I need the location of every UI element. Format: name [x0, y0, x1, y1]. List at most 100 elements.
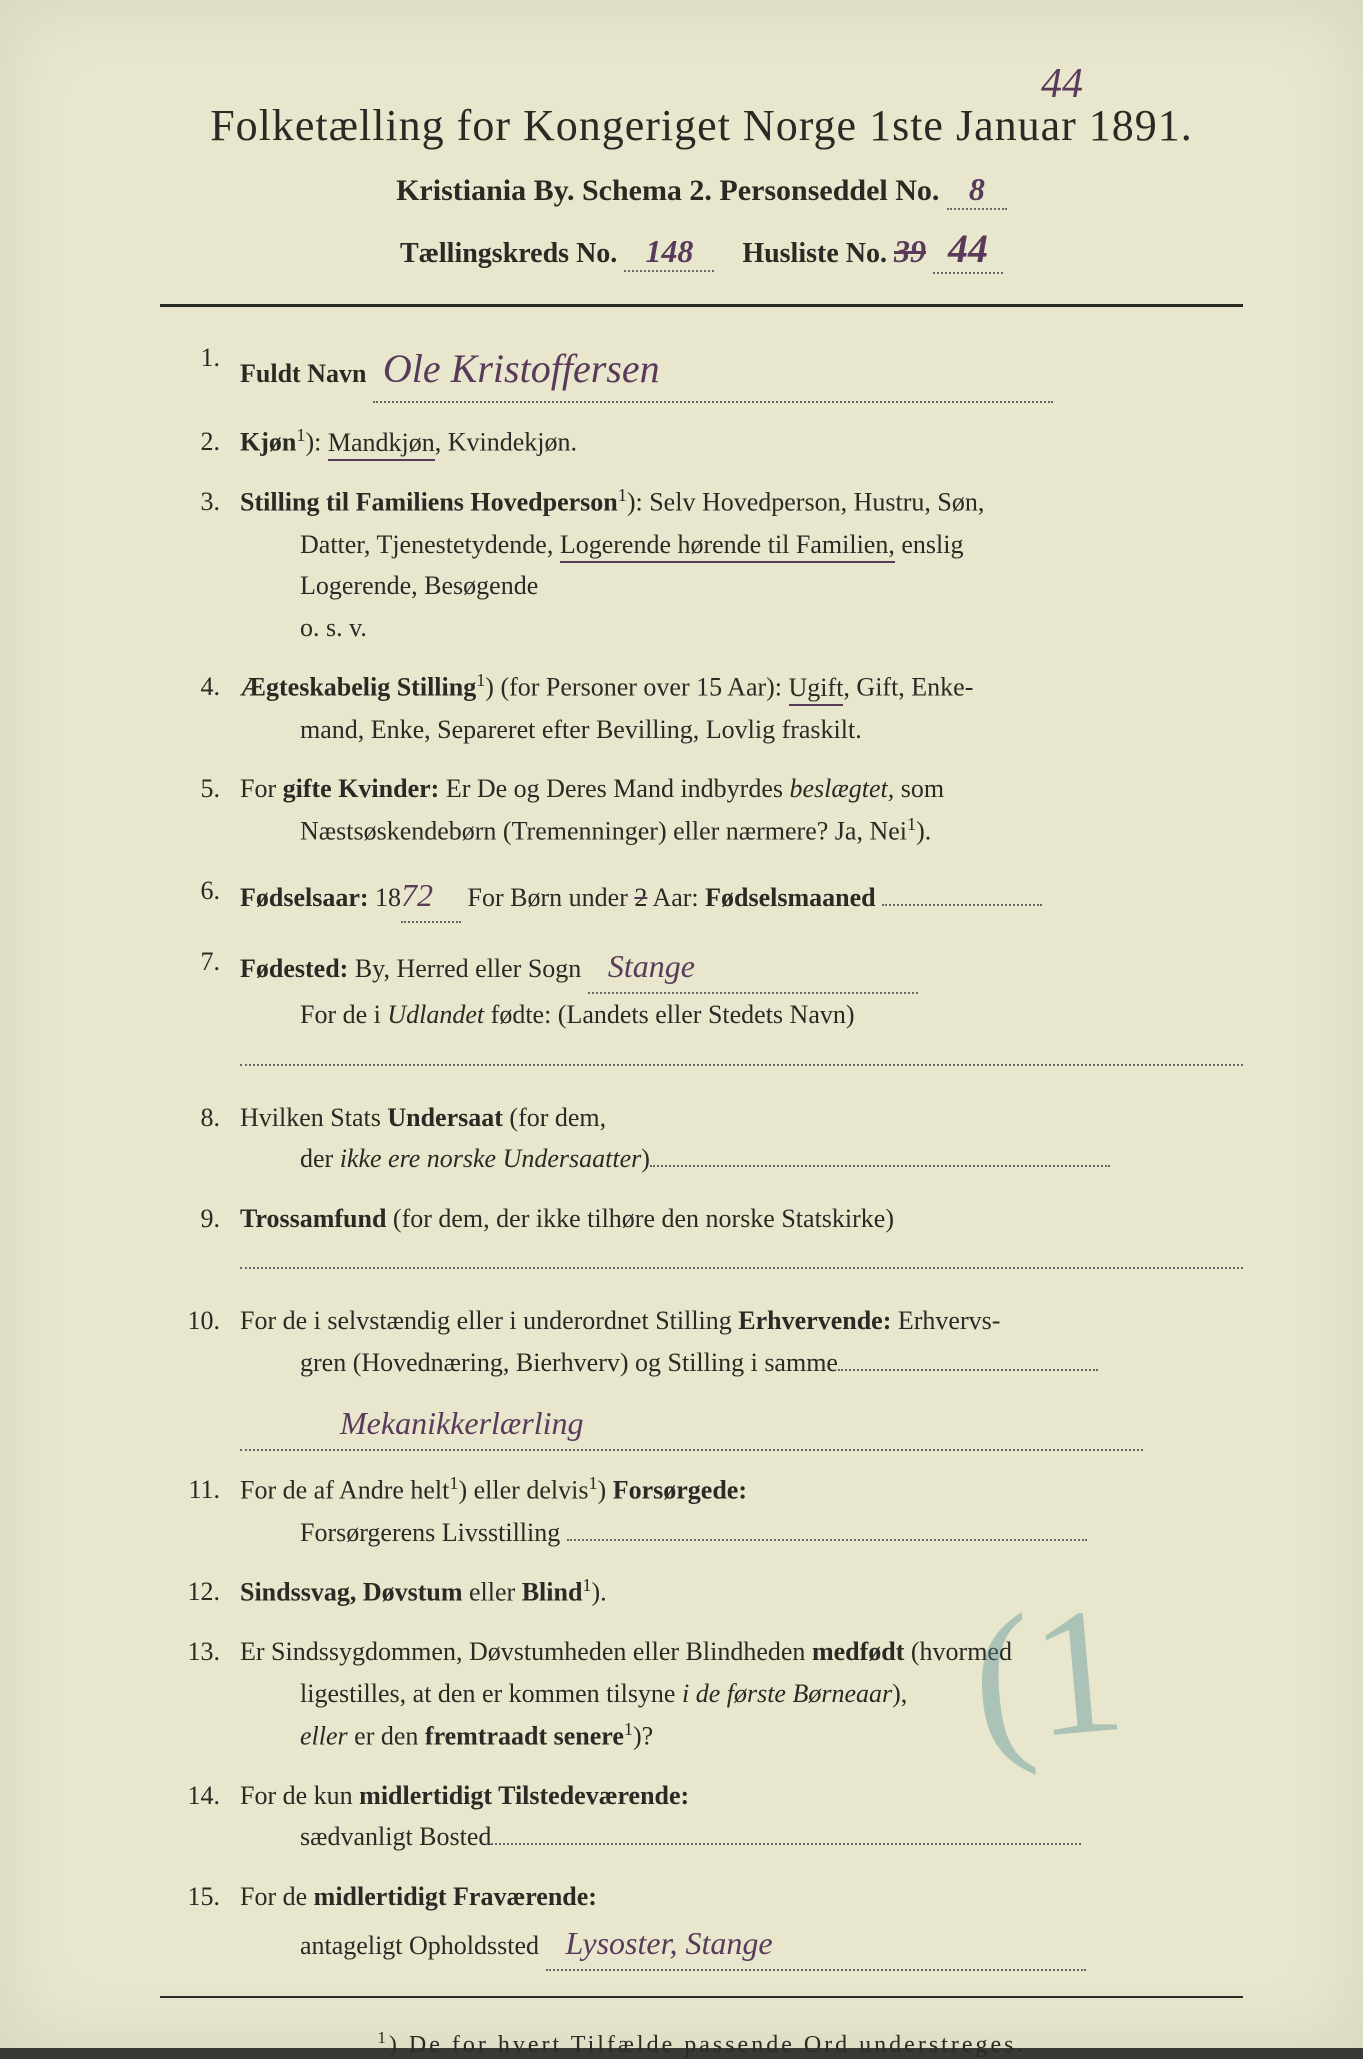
row-6-text3: Aar:	[647, 883, 705, 912]
row-6-struck: 2	[634, 883, 647, 912]
row-13-congenital: 13. Er Sindssygdommen, Døvstumheden elle…	[180, 1631, 1243, 1756]
row-10-value-line: Mekanikkerlærling	[240, 1398, 1143, 1451]
row-14-content: For de kun midlertidigt Tilstedeværende:…	[240, 1775, 1243, 1858]
birthplace-value: Stange	[588, 941, 918, 994]
row-15-label: midlertidigt Fraværende:	[314, 1882, 597, 1911]
row-12-content: Sindssvag, Døvstum eller Blind1).	[240, 1571, 1243, 1613]
row-12-label: Sindssvag, Døvstum	[240, 1578, 463, 1607]
row-12-label2: Blind	[522, 1578, 583, 1607]
row-2-content: Kjøn1): Mandkjøn, Kvindekjøn.	[240, 421, 1243, 463]
divider-bottom	[160, 1996, 1243, 1998]
row-4-rest: , Gift, Enke-	[843, 673, 973, 702]
absent-location-value: Lysoster, Stange	[546, 1918, 1086, 1971]
row-12-end: ).	[592, 1578, 607, 1607]
row-5-text2: Er De og Deres Mand indbyrdes	[439, 774, 789, 803]
row-5-sup: 1	[907, 814, 916, 834]
row-15-num: 15.	[180, 1876, 240, 1971]
personseddel-number: 8	[947, 171, 1007, 210]
row-3-line2-rest: enslig	[895, 530, 964, 559]
row-8-line2: der ikke ere norske Undersaatter)	[240, 1138, 1243, 1180]
row-2-sex: 2. Kjøn1): Mandkjøn, Kvindekjøn.	[180, 421, 1243, 463]
row-13-line3-label: fremtraadt senere	[425, 1721, 624, 1750]
row-7-blank-line	[240, 1046, 1243, 1066]
row-14-line2: sædvanligt Bosted	[240, 1816, 1243, 1858]
row-10-label: Erhvervende:	[738, 1306, 891, 1335]
row-3-content: Stilling til Familiens Hovedperson1): Se…	[240, 481, 1243, 648]
row-7-label: Fødested:	[240, 954, 348, 983]
row-8-line2-rest: )	[641, 1144, 650, 1173]
row-4-marital: 4. Ægteskabelig Stilling1) (for Personer…	[180, 666, 1243, 750]
birth-year-value: 72	[401, 870, 461, 923]
row-11-sup2: 1	[588, 1473, 597, 1493]
footnote: 1) De for hvert Tilfælde passende Ord un…	[160, 2028, 1243, 2059]
row-12-disability: 12. Sindssvag, Døvstum eller Blind1).	[180, 1571, 1243, 1613]
header-line3: Tællingskreds No. 148 Husliste No. 39 44	[160, 225, 1243, 274]
row-6-prefix: 18	[369, 883, 402, 912]
row-3-num: 3.	[180, 481, 240, 648]
row-14-label: midlertidigt Tilstedeværende:	[359, 1781, 689, 1810]
row-10-line2-blank	[838, 1369, 1098, 1371]
row-10-content: For de i selvstændig eller i underordnet…	[240, 1300, 1243, 1451]
row-6-label: Fødselsaar:	[240, 883, 369, 912]
row-6-num: 6.	[180, 870, 240, 923]
row-14-blank	[491, 1843, 1081, 1845]
row-7-text1: By, Herred eller Sogn	[348, 954, 581, 983]
row-3-underlined: Logerende hørende til Familien,	[560, 530, 895, 563]
row-14-text1: For de kun	[240, 1781, 359, 1810]
row-3-line4: o. s. v.	[240, 607, 1243, 649]
row-8-num: 8.	[180, 1097, 240, 1180]
row-8-content: Hvilken Stats Undersaat (for dem, der ik…	[240, 1097, 1243, 1180]
row-13-line2-end: ),	[892, 1679, 907, 1708]
header-line2: Kristiania By. Schema 2. Personseddel No…	[160, 171, 1243, 210]
row-8-text1: Hvilken Stats	[240, 1103, 387, 1132]
row-7-line2-rest: fødte: (Landets eller Stedets Navn)	[484, 1000, 854, 1029]
footnote-text: ) De for hvert Tilfælde passende Ord und…	[389, 2032, 1026, 2058]
census-form-page: 44 Folketælling for Kongeriget Norge 1st…	[0, 0, 1363, 2048]
row-5-line2-text: Næstsøskendebørn (Tremenninger) eller næ…	[300, 816, 907, 845]
row-1-num: 1.	[180, 337, 240, 403]
row-6-label2: Fødselsmaaned	[705, 883, 875, 912]
row-3-label: Stilling til Familiens Hovedperson	[240, 488, 618, 517]
husliste-label: Husliste No.	[742, 238, 887, 269]
row-5-content: For gifte Kvinder: Er De og Deres Mand i…	[240, 768, 1243, 852]
row-13-line2-italic: i de første Børneaar	[682, 1679, 892, 1708]
row-14-num: 14.	[180, 1775, 240, 1858]
row-1-content: Fuldt Navn Ole Kristoffersen	[240, 337, 1243, 403]
row-11-num: 11.	[180, 1469, 240, 1553]
row-11-text2: ) eller delvis	[458, 1476, 588, 1505]
footnote-sup: 1	[378, 2028, 389, 2047]
row-13-num: 13.	[180, 1631, 240, 1756]
row-4-num: 4.	[180, 666, 240, 750]
row-9-label: Trossamfund	[240, 1204, 386, 1233]
row-7-num: 7.	[180, 941, 240, 1078]
row-7-line2-italic: Udlandet	[387, 1000, 484, 1029]
row-9-content: Trossamfund (for dem, der ikke tilhøre d…	[240, 1198, 1243, 1282]
row-11-text1: For de af Andre helt	[240, 1476, 449, 1505]
taellingskreds-number: 148	[624, 233, 714, 272]
row-12-num: 12.	[180, 1571, 240, 1613]
row-10-text2: Erhvervs-	[891, 1306, 1000, 1335]
row-14-temporary-present: 14. For de kun midlertidigt Tilstedevære…	[180, 1775, 1243, 1858]
row-2-underlined: Mandkjøn	[328, 428, 435, 461]
row-6-content: Fødselsaar: 1872 For Børn under 2 Aar: F…	[240, 870, 1243, 923]
row-3-line2: Datter, Tjenestetydende, Logerende høren…	[240, 524, 1243, 566]
row-2-num: 2.	[180, 421, 240, 463]
taellingskreds-label: Tællingskreds No.	[400, 238, 617, 269]
row-8-blank	[650, 1165, 1110, 1167]
row-15-text1: For de	[240, 1882, 314, 1911]
row-4-label: Ægteskabelig Stilling	[240, 673, 476, 702]
row-8-text2: (for dem,	[503, 1103, 606, 1132]
row-10-line2: gren (Hovednæring, Bierhverv) og Stillin…	[240, 1342, 1243, 1384]
row-6-birth-year: 6. Fødselsaar: 1872 For Børn under 2 Aar…	[180, 870, 1243, 923]
row-11-supported: 11. For de af Andre helt1) eller delvis1…	[180, 1469, 1243, 1553]
row-14-line2-text: sædvanligt Bosted	[300, 1822, 491, 1851]
row-3-text1: ): Selv Hovedperson, Hustru, Søn,	[627, 488, 984, 517]
row-11-label: Forsørgede:	[613, 1476, 747, 1505]
form-header: Folketælling for Kongeriget Norge 1ste J…	[160, 100, 1243, 274]
row-4-content: Ægteskabelig Stilling1) (for Personer ov…	[240, 666, 1243, 750]
row-10-line2-text: gren (Hovednæring, Bierhverv) og Stillin…	[300, 1348, 838, 1377]
row-5-label: gifte Kvinder:	[283, 774, 440, 803]
row-4-underlined: Ugift	[789, 673, 844, 706]
row-9-religion: 9. Trossamfund (for dem, der ikke tilhør…	[180, 1198, 1243, 1282]
corner-page-number: 44	[1041, 60, 1083, 108]
